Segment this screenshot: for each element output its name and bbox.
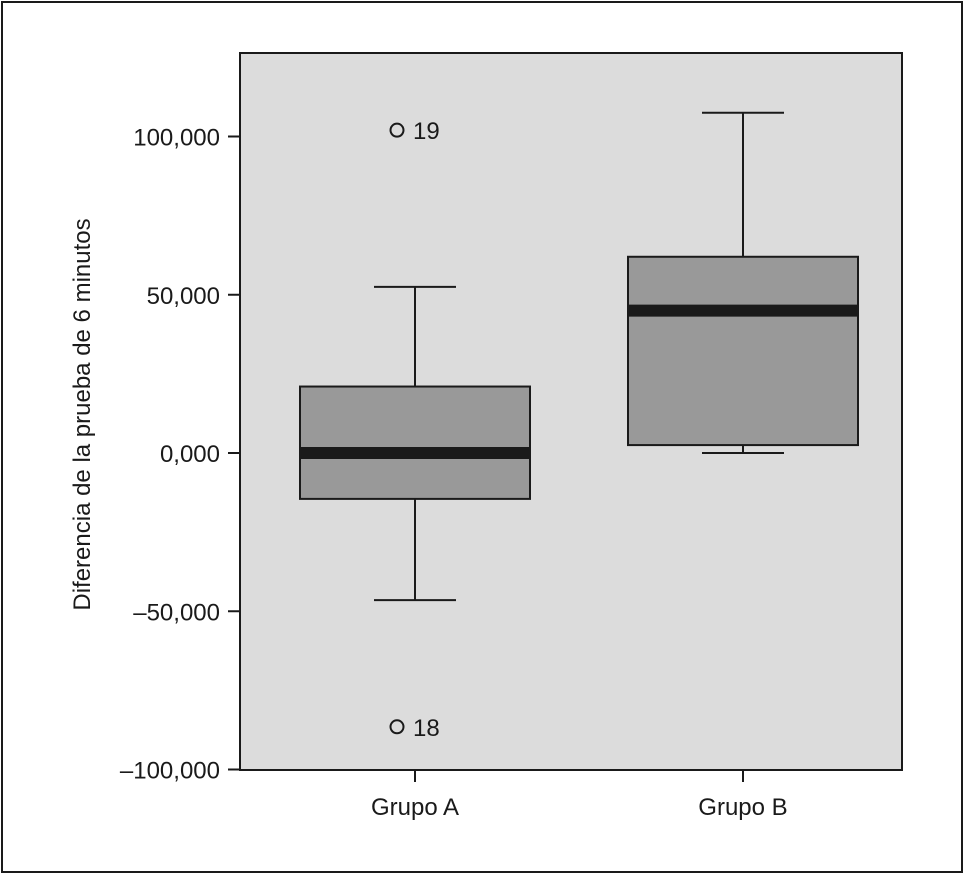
outlier-point [389, 122, 405, 138]
x-tick-label: Grupo B [698, 794, 787, 821]
y-tick-label: 50,000 [147, 283, 220, 310]
y-tick-label: –50,000 [133, 599, 220, 626]
outlier-label: 19 [413, 118, 440, 145]
y-tick-label: 0,000 [160, 441, 220, 468]
box-group [627, 111, 859, 454]
y-axis-title: Diferencia de la prueba de 6 minutos [69, 218, 96, 610]
x-axis: Grupo A Grupo B [371, 770, 788, 821]
outlier-label: 18 [413, 715, 440, 742]
x-tick-label: Grupo A [371, 794, 459, 821]
y-tick-label: –100,000 [120, 758, 220, 785]
box-iqr [299, 385, 531, 500]
box-iqr [627, 255, 859, 447]
y-axis: 100,000 50,000 0,000 –50,000 –100,000 [120, 125, 240, 785]
y-tick-label: 100,000 [133, 125, 220, 152]
outlier-point [389, 719, 405, 735]
